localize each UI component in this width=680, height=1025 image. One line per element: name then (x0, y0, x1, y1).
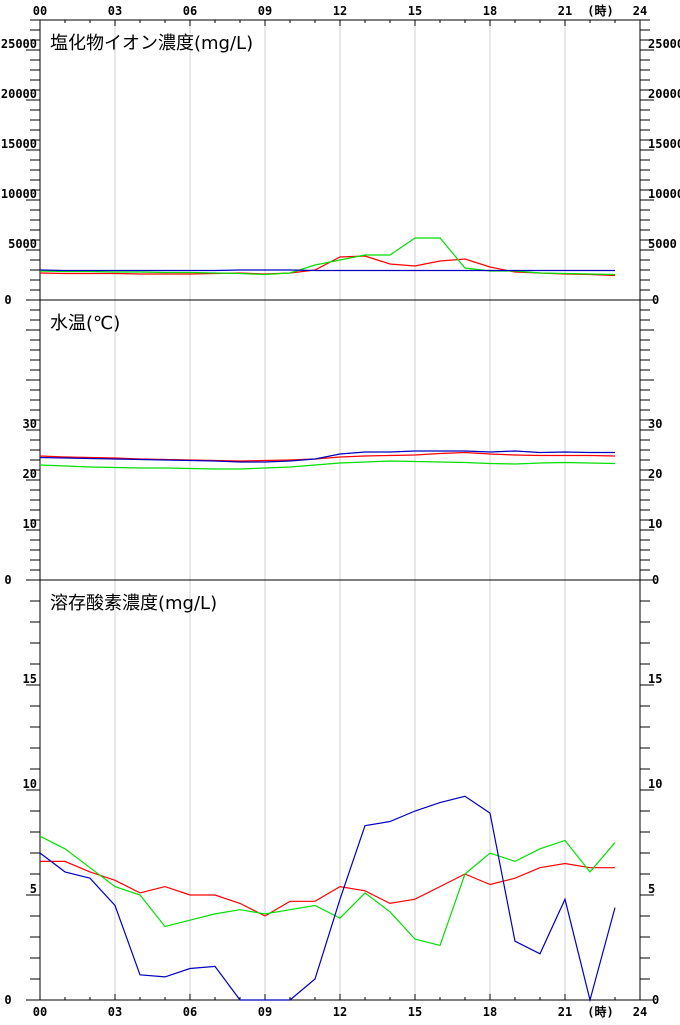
y-tick-label-right: 0 (652, 993, 659, 1007)
y-tick-label-right: 10000 (648, 187, 680, 201)
y-tick-label-left: 0 (4, 573, 11, 587)
panel-title: 溶存酸素濃度(mg/L) (50, 593, 217, 614)
hour-tick-label-top: 21 (558, 4, 572, 18)
hour-tick-label-top: 09 (258, 4, 272, 18)
y-tick-label-right: 25000 (648, 37, 680, 51)
hour-tick-label-bottom: 12 (333, 1005, 347, 1019)
series-line-red (39, 255, 616, 277)
y-tick-label-left: 5000 (8, 237, 37, 251)
grid-layer (114, 20, 566, 1000)
hour-tick-label-bottom: 03 (108, 1005, 122, 1019)
hour-tick-label-top: 24 (633, 4, 647, 18)
y-tick-label-left: 5 (30, 882, 37, 896)
hour-tick-label-top: 03 (108, 4, 122, 18)
y-tick-label-right: 10 (648, 517, 662, 531)
y-tick-label-left: 25000 (1, 37, 37, 51)
y-tick-label-left: 15 (23, 672, 37, 686)
series-line-green (39, 237, 616, 276)
series-line-green (39, 835, 616, 947)
y-tick-label-right: 20000 (648, 87, 680, 101)
panel-title: 水温(℃) (50, 313, 120, 334)
y-tick-label-right: 15 (648, 672, 662, 686)
y-tick-label-left: 30 (23, 417, 37, 431)
hour-tick-label-bottom: 06 (183, 1005, 197, 1019)
y-tick-label-left: 15000 (1, 137, 37, 151)
series-line-blue (39, 269, 615, 272)
hour-tick-label-bottom: 15 (408, 1005, 422, 1019)
series-line-red (40, 860, 615, 917)
y-tick-label-right: 0 (652, 573, 659, 587)
hour-tick-label-bottom: 21 (558, 1005, 572, 1019)
y-tick-label-left: 0 (4, 993, 11, 1007)
y-tick-label-left: 20 (23, 467, 37, 481)
series-line-blue (39, 795, 616, 1003)
y-tick-label-right: 30 (648, 417, 662, 431)
y-tick-label-left: 0 (4, 293, 11, 307)
hour-unit-label-bottom: (時) (587, 1004, 613, 1019)
y-tick-label-right: 10 (648, 777, 662, 791)
hour-tick-label-bottom: 09 (258, 1005, 272, 1019)
y-tick-label-left: 10 (23, 777, 37, 791)
hour-tick-label-top: 18 (483, 4, 497, 18)
hour-tick-label-top: 06 (183, 4, 197, 18)
y-tick-label-right: 5000 (648, 237, 677, 251)
hour-tick-label-bottom: 24 (633, 1005, 647, 1019)
hour-tick-label-bottom: 18 (483, 1005, 497, 1019)
y-tick-label-right: 0 (652, 293, 659, 307)
y-tick-label-left: 10 (23, 517, 37, 531)
hour-unit-label-top: (時) (587, 3, 613, 18)
hour-tick-label-top: 00 (33, 4, 47, 18)
tick-marks (26, 19, 654, 1001)
hour-tick-label-bottom: 00 (33, 1005, 47, 1019)
y-tick-label-left: 20000 (1, 87, 37, 101)
series-layer (39, 237, 616, 1003)
panel-title: 塩化物イオン濃度(mg/L) (50, 33, 253, 54)
labels-layer: 000003030606090912121515181821212424(時)(… (1, 3, 680, 1019)
hour-tick-label-top: 12 (333, 4, 347, 18)
hour-tick-label-top: 15 (408, 4, 422, 18)
series-line-blue (39, 450, 615, 463)
y-tick-label-right: 15000 (648, 137, 680, 151)
y-tick-label-right: 20 (648, 467, 662, 481)
y-tick-label-right: 5 (648, 882, 655, 896)
y-tick-label-left: 10000 (1, 187, 37, 201)
series-line-green (39, 460, 616, 470)
